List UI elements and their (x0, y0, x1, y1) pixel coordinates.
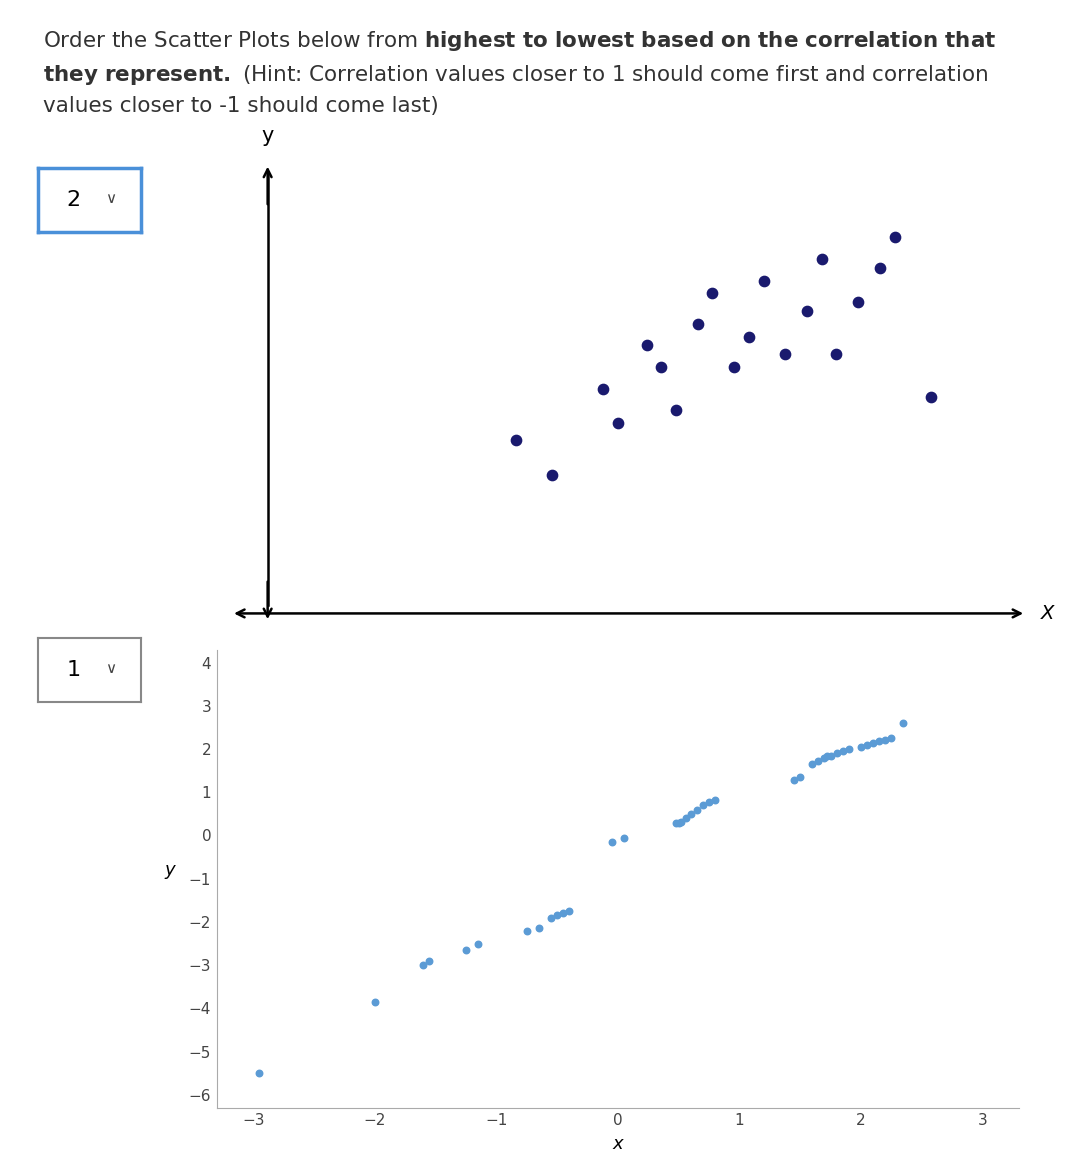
Point (689, 314, 707, 333)
Point (725, 357, 743, 376)
Point (704, 284, 721, 303)
Point (852, 738, 869, 756)
Text: ∨: ∨ (105, 191, 116, 206)
Point (840, 740, 857, 759)
Text: Order the Scatter Plots below from $\bf{highest\ to\ lowest\ based\ on\ the\ cor: Order the Scatter Plots below from $\bf{… (43, 29, 997, 116)
Point (366, 993, 384, 1012)
Point (818, 747, 836, 766)
Point (707, 791, 724, 810)
Point (507, 432, 525, 450)
Point (791, 768, 809, 786)
Point (894, 713, 912, 732)
Point (810, 752, 827, 770)
Point (668, 401, 685, 420)
Point (638, 336, 656, 355)
Point (777, 345, 795, 363)
Point (816, 748, 834, 767)
Point (864, 733, 881, 752)
Point (250, 1064, 268, 1082)
Point (834, 742, 851, 761)
Point (828, 345, 846, 363)
Point (870, 732, 888, 751)
Point (560, 901, 578, 920)
Point (530, 919, 547, 937)
Text: ∨: ∨ (105, 661, 116, 676)
Point (549, 906, 566, 925)
Point (543, 466, 560, 485)
Point (799, 302, 816, 320)
Text: 2: 2 (67, 190, 81, 210)
Point (694, 796, 711, 814)
Point (469, 934, 487, 952)
Point (828, 744, 846, 762)
Point (740, 327, 758, 346)
Point (603, 833, 620, 851)
Point (850, 292, 867, 311)
Point (813, 249, 830, 268)
Point (609, 414, 627, 433)
Point (415, 956, 433, 974)
Point (859, 735, 876, 754)
Point (786, 771, 803, 790)
Point (678, 809, 695, 827)
Point (670, 813, 687, 832)
Point (886, 229, 903, 247)
Point (421, 951, 438, 970)
X-axis label: x: x (612, 1136, 623, 1153)
Text: y: y (261, 126, 274, 146)
Point (457, 941, 475, 959)
Point (653, 357, 670, 376)
Y-axis label: y: y (164, 861, 175, 879)
Point (542, 908, 559, 927)
Point (700, 792, 718, 811)
Point (822, 746, 839, 764)
Point (877, 731, 894, 749)
Point (882, 728, 900, 747)
Point (518, 921, 535, 940)
Text: X: X (1041, 604, 1054, 623)
Point (594, 379, 611, 398)
Point (668, 814, 685, 833)
Point (922, 387, 940, 406)
Point (754, 271, 772, 290)
Point (688, 800, 706, 819)
Point (682, 805, 699, 824)
Point (803, 755, 821, 774)
Point (555, 904, 572, 922)
Point (872, 259, 889, 277)
Text: 1: 1 (67, 660, 81, 680)
Point (616, 828, 633, 847)
Point (672, 812, 689, 831)
